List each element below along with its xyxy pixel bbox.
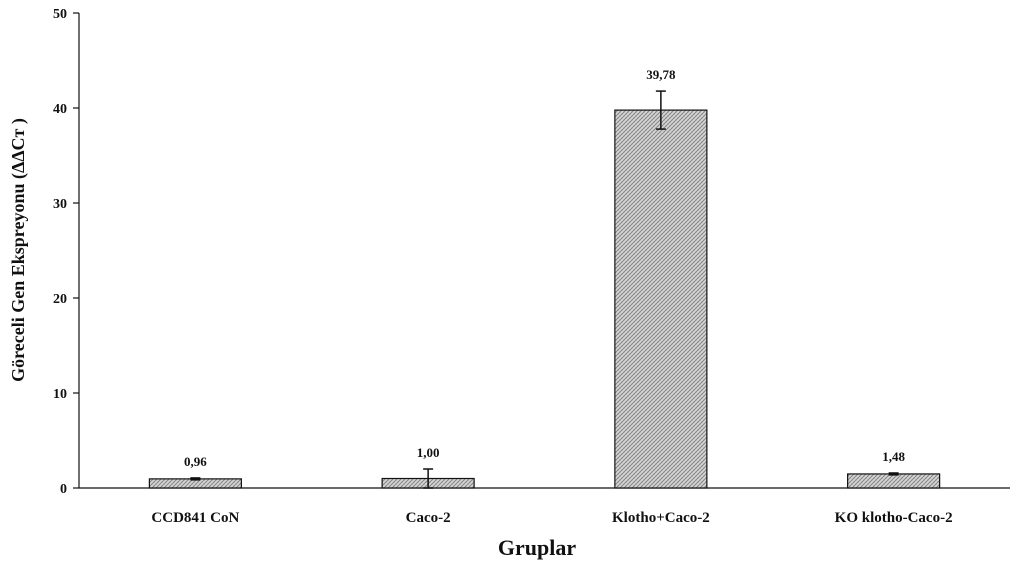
data-label: 0,96 xyxy=(184,454,207,469)
category-label: Klotho+Caco-2 xyxy=(612,510,710,526)
data-label: 1,48 xyxy=(882,449,905,464)
data-label: 39,78 xyxy=(646,67,676,82)
y-tick-label: 50 xyxy=(53,7,67,22)
y-tick-label: 20 xyxy=(53,292,67,307)
category-labels: CCD841 CoN Caco-2 Klotho+Caco-2 KO klotho-C… xyxy=(151,510,952,526)
bars xyxy=(148,109,941,489)
data-label: 1,00 xyxy=(417,445,440,460)
error-bars xyxy=(190,90,899,489)
bar xyxy=(847,473,941,489)
bar xyxy=(614,109,708,489)
y-tick-label: 30 xyxy=(53,197,67,212)
category-label: KO klotho-Caco-2 xyxy=(835,510,953,526)
category-label: Caco-2 xyxy=(406,510,451,526)
y-tick-label: 0 xyxy=(60,482,67,497)
data-labels: 0,96 1,00 39,78 1,48 xyxy=(184,67,906,469)
y-axis-title: Göreceli Gen Ekspreyonu (ΔΔCт ) xyxy=(8,118,29,382)
y-tick-label: 10 xyxy=(53,387,67,402)
x-axis-title: Gruplar xyxy=(498,535,576,560)
y-ticks: 0 10 20 30 40 50 xyxy=(53,7,79,497)
category-label: CCD841 CoN xyxy=(151,510,239,526)
y-tick-label: 40 xyxy=(53,102,67,117)
